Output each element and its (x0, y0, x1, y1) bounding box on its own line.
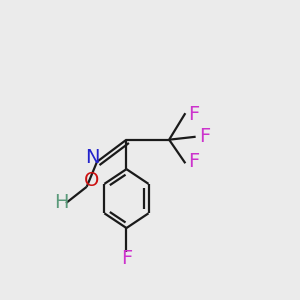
Text: F: F (200, 127, 211, 146)
Text: F: F (188, 105, 199, 124)
Text: O: O (83, 171, 99, 190)
Text: F: F (188, 152, 199, 171)
Text: F: F (121, 249, 132, 268)
Text: H: H (54, 194, 69, 212)
Text: N: N (85, 148, 100, 167)
